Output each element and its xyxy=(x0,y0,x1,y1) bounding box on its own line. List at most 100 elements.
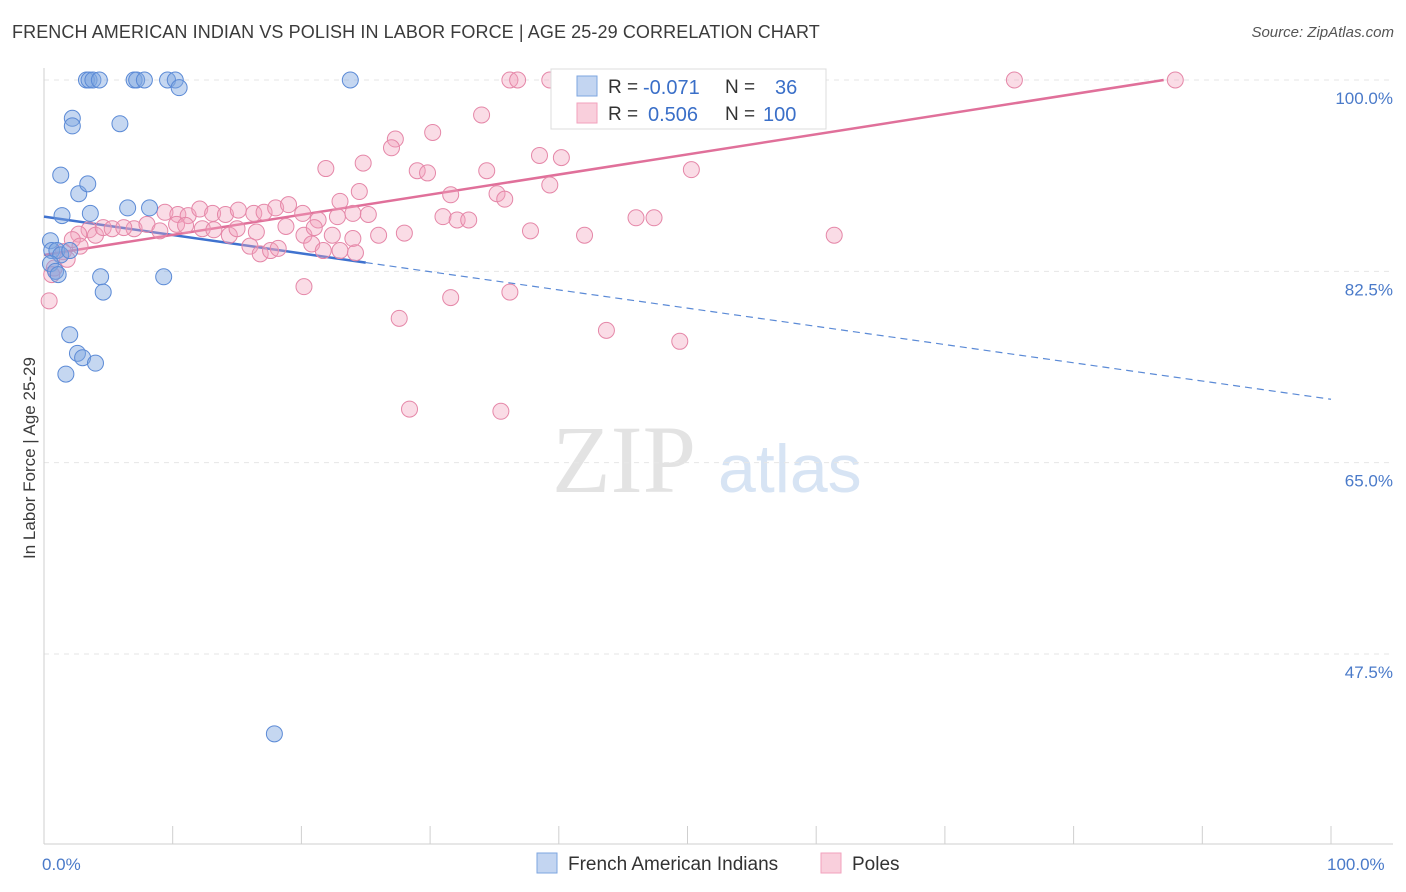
french-american-indian-point xyxy=(80,71,98,89)
pole-point xyxy=(501,283,519,301)
pole-point xyxy=(390,309,408,327)
pole-point xyxy=(151,222,169,240)
pole-point xyxy=(509,71,527,89)
french-american-indian-point xyxy=(135,71,153,89)
y-tick-label: 82.5% xyxy=(1345,280,1393,299)
legend-n-value-pink: 100 xyxy=(763,104,796,126)
pole-point xyxy=(370,226,388,244)
french-american-indian-point xyxy=(74,349,92,367)
legend-r-label-pink: R = xyxy=(608,104,638,125)
french-american-indian-point xyxy=(53,207,71,225)
pole-point xyxy=(478,162,496,180)
french-american-indian-point xyxy=(63,117,81,135)
pole-point xyxy=(94,219,112,237)
pole-point xyxy=(294,204,312,222)
bottom-legend-swatch-pink xyxy=(820,852,842,874)
french-american-indian-point xyxy=(84,71,102,89)
bottom-legend-swatch-blue xyxy=(536,852,558,874)
trend-lines xyxy=(43,78,1332,400)
pole-point xyxy=(645,209,663,227)
pole-point xyxy=(492,402,510,420)
pole-point xyxy=(354,154,372,172)
trend-line-poles xyxy=(43,78,1164,257)
x-tick-min: 0.0% xyxy=(42,855,81,874)
pole-point xyxy=(1005,71,1023,89)
legend-n-label-pink: N = xyxy=(725,104,755,125)
legend-r-label-blue: R = xyxy=(608,77,638,98)
series-legend: French American Indians Poles xyxy=(536,852,900,875)
pole-point xyxy=(331,242,349,260)
pole-point xyxy=(309,211,327,229)
trend-line-french-american-indians xyxy=(43,215,366,264)
pole-point xyxy=(191,200,209,218)
pole-point xyxy=(344,230,362,248)
pole-point xyxy=(323,226,341,244)
pole-point xyxy=(496,190,514,208)
french-american-indian-point xyxy=(94,283,112,301)
pole-point xyxy=(314,242,332,260)
pole-point xyxy=(267,199,285,217)
correlation-legend: R = -0.071 N = 36 R = 0.506 N = 100 xyxy=(550,68,827,130)
pole-point xyxy=(305,219,323,237)
legend-n-value-blue: 36 xyxy=(775,77,797,99)
pole-point xyxy=(229,201,247,219)
pole-point xyxy=(251,245,269,263)
pole-point xyxy=(346,244,364,262)
y-tick-labels: 47.5% 65.0% 82.5% 100.0% xyxy=(1335,89,1393,682)
pole-point xyxy=(177,216,195,234)
pole-point xyxy=(71,237,89,255)
pole-point xyxy=(247,223,265,241)
y-tick-label: 100.0% xyxy=(1335,89,1393,108)
x-tick-max: 100.0% xyxy=(1327,855,1385,874)
pole-point xyxy=(682,161,700,179)
pole-point xyxy=(627,209,645,227)
bottom-legend-label-pink: Poles xyxy=(852,854,900,875)
pole-point xyxy=(40,292,58,310)
legend-r-value-blue: -0.071 xyxy=(643,77,700,99)
pole-point xyxy=(460,211,478,229)
pole-point xyxy=(317,160,335,178)
french-american-indian-point xyxy=(47,262,65,280)
axes xyxy=(43,68,1393,845)
pole-point xyxy=(277,218,295,236)
pole-point xyxy=(156,203,174,221)
french-american-indian-point xyxy=(90,71,108,89)
pole-point xyxy=(442,289,460,307)
pole-point xyxy=(344,204,362,222)
legend-r-value-pink: 0.506 xyxy=(648,104,698,126)
pole-point xyxy=(442,186,460,204)
french-american-indian-point xyxy=(341,71,359,89)
french-american-indian-point xyxy=(43,242,61,260)
pole-point xyxy=(597,321,615,339)
watermark-atlas: atlas xyxy=(718,431,862,507)
pole-point xyxy=(382,139,400,157)
pole-point xyxy=(331,192,349,210)
legend-n-label-blue: N = xyxy=(725,77,755,98)
pole-point xyxy=(541,176,559,194)
bottom-legend-label-blue: French American Indians xyxy=(568,854,778,875)
pole-point xyxy=(386,130,404,148)
legend-swatch-pink xyxy=(576,102,598,124)
pole-point xyxy=(205,221,223,239)
pole-point xyxy=(328,208,346,226)
trend-line-french-american-indians-extension xyxy=(365,261,1332,400)
pole-point xyxy=(419,164,437,182)
french-american-indian-point xyxy=(92,268,110,286)
pole-point xyxy=(448,211,466,229)
pole-point xyxy=(434,208,452,226)
french-american-indian-point xyxy=(86,354,104,372)
french-american-indian-point xyxy=(79,175,97,193)
pole-point xyxy=(395,224,413,242)
pole-point xyxy=(269,239,287,257)
pole-point xyxy=(424,123,442,141)
pole-point xyxy=(473,106,491,124)
y-tick-label: 47.5% xyxy=(1345,663,1393,682)
french-american-indian-point xyxy=(119,199,137,217)
pole-point xyxy=(280,196,298,214)
pole-point xyxy=(1166,71,1184,89)
pole-point xyxy=(228,220,246,238)
pole-point xyxy=(359,205,377,223)
gridlines xyxy=(44,79,1393,655)
pole-point xyxy=(168,215,186,233)
